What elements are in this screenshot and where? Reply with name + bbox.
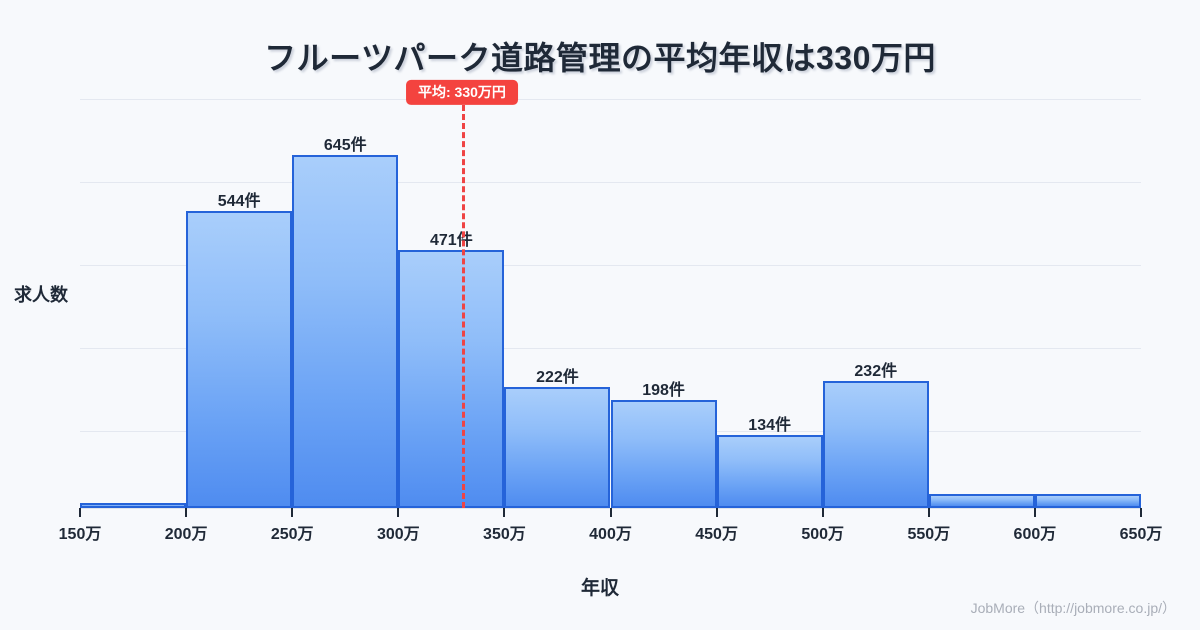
x-axis-tick-label: 200万 bbox=[164, 526, 208, 543]
x-axis-tick-label: 350万 bbox=[483, 526, 526, 543]
x-axis-tick-label: 450万 bbox=[695, 526, 738, 543]
histogram-bar bbox=[1034, 493, 1141, 508]
x-axis-tick bbox=[503, 508, 506, 517]
histogram-bar bbox=[822, 381, 929, 508]
x-axis-tick-label: 250万 bbox=[270, 526, 314, 543]
x-axis-tick-label: 550万 bbox=[907, 526, 951, 543]
histogram-bar bbox=[716, 434, 823, 508]
histogram-bar bbox=[292, 155, 399, 508]
bar-value-label: 222件 bbox=[536, 368, 579, 386]
x-axis-tick-label: 400万 bbox=[589, 526, 632, 543]
histogram-bar bbox=[186, 210, 293, 508]
histogram-bar bbox=[80, 503, 187, 508]
bar-value-label: 232件 bbox=[854, 363, 898, 381]
x-axis-tick bbox=[291, 508, 294, 517]
histogram-bar bbox=[928, 494, 1035, 508]
gridline bbox=[80, 348, 1141, 350]
x-axis-tick-label: 300万 bbox=[376, 526, 420, 543]
x-axis-tick-label: 650万 bbox=[1119, 526, 1163, 543]
x-axis-tick-label: 150万 bbox=[58, 526, 102, 543]
bar-value-label: 471件 bbox=[429, 232, 473, 250]
watermark: JobMore（http://jobmore.co.jp/） bbox=[970, 600, 1176, 616]
x-axis-tick bbox=[927, 508, 930, 517]
x-axis-tick bbox=[79, 508, 81, 517]
x-axis-tick bbox=[609, 508, 612, 517]
bar-value-label: 198件 bbox=[642, 381, 685, 399]
x-axis-tick bbox=[185, 508, 188, 517]
histogram-bar bbox=[398, 250, 505, 508]
gridline bbox=[80, 265, 1141, 267]
x-axis-tick bbox=[397, 508, 400, 517]
histogram-bar bbox=[610, 399, 717, 508]
x-axis-title: 年収 bbox=[580, 578, 619, 599]
histogram-bar bbox=[504, 386, 611, 508]
x-axis-tick-label: 600万 bbox=[1013, 526, 1057, 543]
x-axis-tick bbox=[1033, 508, 1036, 517]
y-axis-title: 求人数 bbox=[14, 285, 68, 305]
x-axis-tick bbox=[1140, 508, 1142, 517]
bar-value-label: 544件 bbox=[217, 192, 261, 210]
x-axis-tick-label: 500万 bbox=[801, 526, 845, 543]
average-line bbox=[461, 105, 465, 508]
bar-value-label: 134件 bbox=[748, 416, 791, 434]
average-badge: 平均: 330万円 bbox=[405, 79, 518, 105]
chart-title: フルーツパーク道路管理の平均年収は330万円 bbox=[264, 40, 936, 76]
bar-value-label: 645件 bbox=[323, 137, 367, 155]
x-axis-tick bbox=[715, 508, 718, 517]
gridline bbox=[80, 182, 1141, 184]
x-axis-tick bbox=[821, 508, 824, 517]
gridline bbox=[80, 99, 1141, 100]
